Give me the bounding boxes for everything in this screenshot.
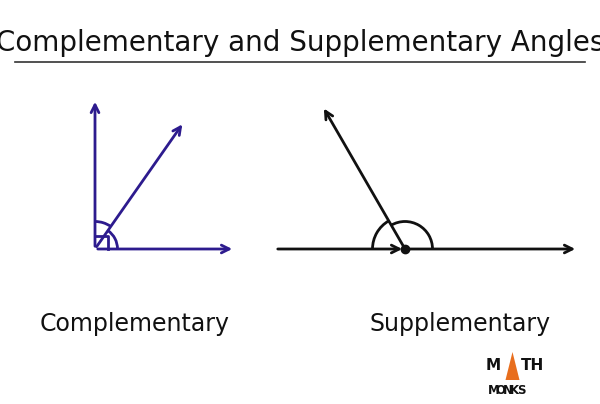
Text: O: O (496, 383, 505, 396)
Polygon shape (505, 352, 520, 380)
Text: M: M (485, 358, 500, 374)
Text: K: K (510, 383, 519, 396)
Text: Complementary: Complementary (40, 312, 230, 336)
Text: Complementary and Supplementary Angles: Complementary and Supplementary Angles (0, 29, 600, 57)
Text: TH: TH (521, 358, 544, 374)
Text: Supplementary: Supplementary (370, 312, 551, 336)
Text: M: M (488, 383, 500, 396)
Text: N: N (503, 383, 512, 396)
Text: S: S (517, 383, 526, 396)
